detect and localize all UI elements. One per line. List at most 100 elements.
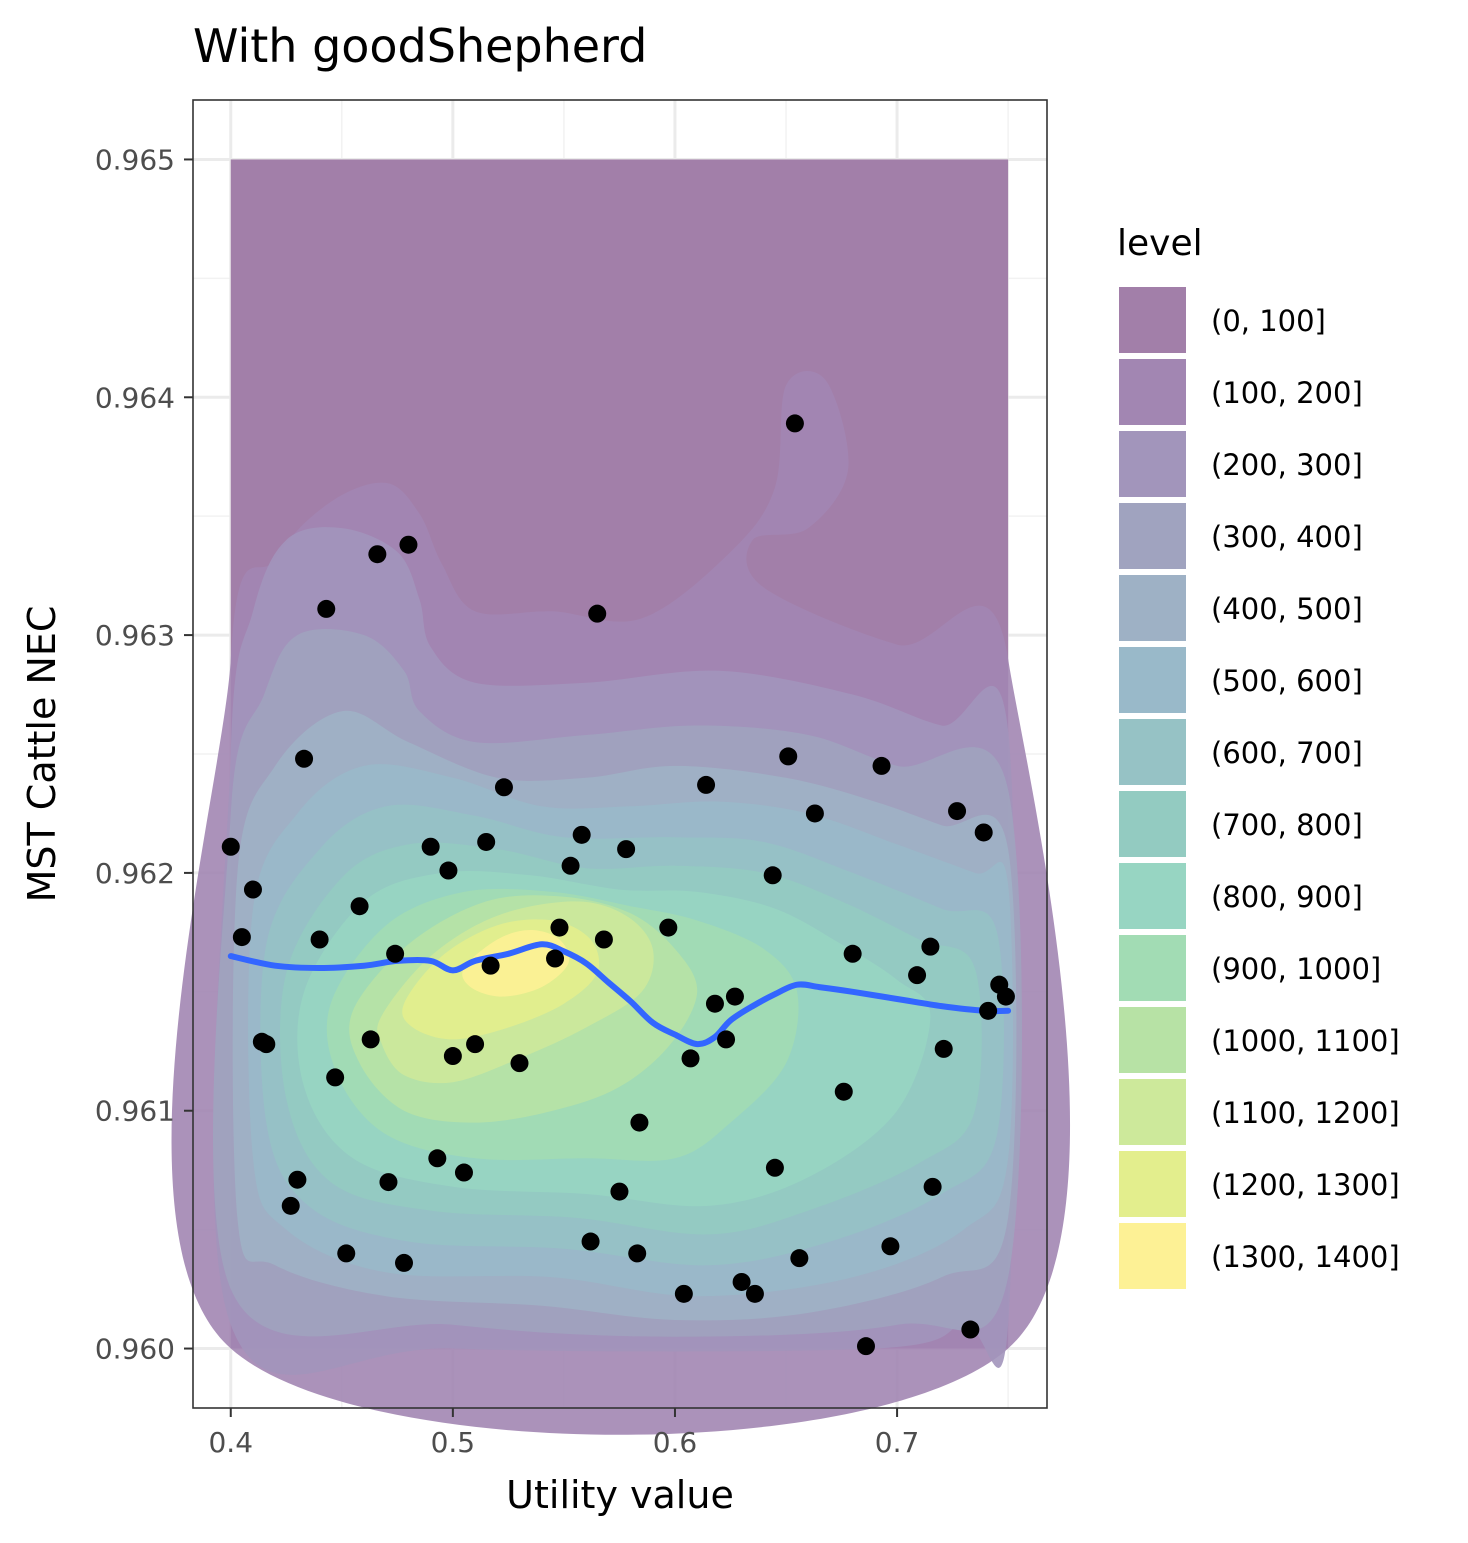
data-point: [221, 837, 240, 856]
data-point: [454, 1163, 473, 1182]
plot-border: [192, 99, 1048, 1409]
data-point: [439, 861, 458, 880]
data-point: [581, 1232, 600, 1251]
y-tick-label: 0.965: [95, 143, 175, 176]
y-tick-label: 0.964: [95, 381, 175, 414]
legend-label: (1200, 1300]: [1211, 1168, 1400, 1202]
data-point: [395, 1253, 414, 1272]
data-point: [881, 1237, 900, 1256]
data-point: [494, 778, 513, 797]
legend-swatch: [1119, 1079, 1186, 1145]
data-point: [717, 1030, 736, 1049]
density-contours: [171, 159, 1071, 1435]
y-tick-label: 0.961: [95, 1095, 175, 1128]
x-tick-label: 0.4: [208, 1426, 253, 1459]
data-point: [232, 928, 251, 947]
data-point: [961, 1320, 980, 1339]
legend-label: (1000, 1100]: [1211, 1024, 1400, 1058]
legend-swatch: [1119, 791, 1186, 857]
data-point: [697, 775, 716, 794]
x-axis-title: Utility value: [506, 1473, 734, 1517]
data-point: [317, 599, 336, 618]
data-point: [281, 1196, 300, 1215]
data-point: [481, 956, 500, 975]
data-point: [617, 840, 636, 859]
data-point: [705, 994, 724, 1013]
data-point: [779, 747, 798, 766]
legend-label: (100, 200]: [1211, 376, 1363, 410]
data-point: [674, 1284, 693, 1303]
data-point: [288, 1170, 307, 1189]
data-point: [974, 823, 993, 842]
legend-swatch: [1119, 503, 1186, 569]
legend-swatch: [1119, 431, 1186, 497]
legend: level (0, 100] (100, 200] (200, 300] (300, …: [1117, 223, 1400, 1289]
legend-label: (1100, 1200]: [1211, 1096, 1400, 1130]
data-point: [399, 535, 418, 554]
legend-title: level: [1117, 223, 1203, 264]
y-axis: 0.960 0.961 0.962 0.963 0.964 0.965: [95, 143, 193, 1366]
y-tick-label: 0.962: [95, 857, 175, 890]
smooth-line: [227, 941, 1012, 1048]
legend-swatch: [1119, 647, 1186, 713]
data-point: [610, 1182, 629, 1201]
chart-title: With goodShepherd: [193, 19, 647, 73]
data-point: [659, 918, 678, 937]
y-tick-label: 0.963: [95, 619, 175, 652]
data-point: [466, 1035, 485, 1054]
data-point: [725, 987, 744, 1006]
data-point: [326, 1068, 345, 1087]
data-point: [872, 756, 891, 775]
legend-entries: (0, 100] (100, 200] (200, 300] (300, 400] (4…: [1119, 287, 1400, 1289]
y-tick-label: 0.960: [95, 1333, 175, 1366]
data-point: [834, 1082, 853, 1101]
x-tick-label: 0.7: [875, 1426, 920, 1459]
data-point: [561, 856, 580, 875]
data-point: [628, 1244, 647, 1263]
data-point: [908, 966, 927, 985]
data-point: [546, 949, 565, 968]
data-point: [243, 880, 262, 899]
data-point: [934, 1039, 953, 1058]
legend-label: (800, 900]: [1211, 880, 1363, 914]
legend-label: (200, 300]: [1211, 448, 1363, 482]
data-point: [594, 930, 613, 949]
data-point: [681, 1049, 700, 1068]
data-point: [510, 1054, 529, 1073]
data-point: [763, 866, 782, 885]
data-point: [805, 804, 824, 823]
data-point: [979, 1001, 998, 1020]
legend-swatch: [1119, 1151, 1186, 1217]
legend-swatch: [1119, 575, 1186, 641]
data-point: [421, 837, 440, 856]
data-point: [572, 825, 591, 844]
data-point: [790, 1249, 809, 1268]
data-point: [843, 944, 862, 963]
data-point: [337, 1244, 356, 1263]
data-point: [477, 832, 496, 851]
data-point: [310, 930, 329, 949]
data-point: [588, 604, 607, 623]
legend-swatch: [1119, 359, 1186, 425]
data-point: [550, 918, 569, 937]
data-point: [732, 1272, 751, 1291]
data-point: [996, 987, 1015, 1006]
y-axis-title: MST Cattle NEC: [20, 606, 64, 903]
legend-swatch: [1119, 287, 1186, 353]
data-point: [350, 897, 369, 916]
data-point: [630, 1113, 649, 1132]
data-point: [386, 944, 405, 963]
legend-swatch: [1119, 1223, 1186, 1289]
data-point: [856, 1337, 875, 1356]
x-tick-label: 0.6: [653, 1426, 698, 1459]
legend-label: (0, 100]: [1211, 304, 1326, 338]
data-point: [428, 1149, 447, 1168]
data-point: [765, 1158, 784, 1177]
data-point: [443, 1047, 462, 1066]
x-tick-label: 0.5: [431, 1426, 476, 1459]
data-point: [295, 749, 314, 768]
data-point: [921, 937, 940, 956]
legend-label: (900, 1000]: [1211, 952, 1381, 986]
legend-label: (700, 800]: [1211, 808, 1363, 842]
